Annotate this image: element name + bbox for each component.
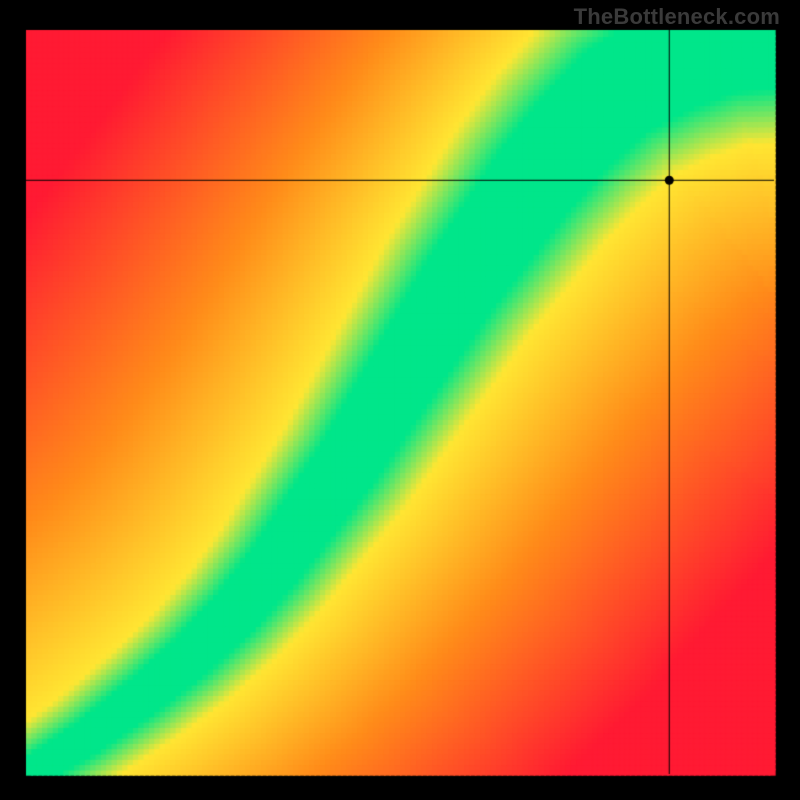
chart-container: TheBottleneck.com	[0, 0, 800, 800]
watermark-text: TheBottleneck.com	[574, 4, 780, 30]
heatmap-canvas	[0, 0, 800, 800]
